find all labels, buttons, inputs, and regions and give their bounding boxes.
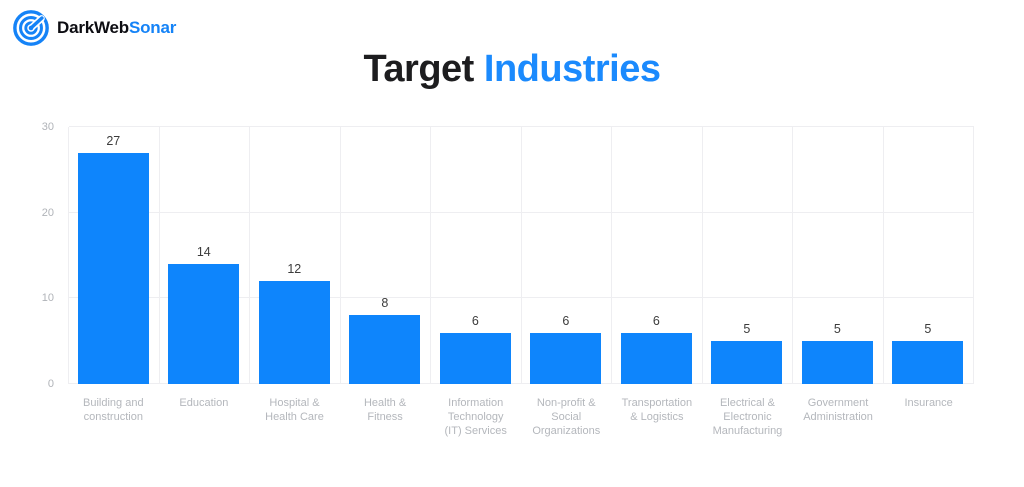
sonar-logo-icon [13,10,49,46]
bar-value-label: 5 [743,322,751,337]
bar-5[interactable]: 6 [439,314,511,384]
bar-6[interactable]: 6 [530,314,602,384]
brand-header: DarkWebSonar [12,9,176,47]
bar-4[interactable]: 8 [349,296,421,384]
horizontal-gridline [69,211,974,213]
horizontal-gridline [69,126,974,127]
bar-8[interactable]: 5 [711,322,783,384]
horizontal-gridline [69,383,974,384]
bar-3[interactable]: 12 [258,262,330,384]
bar-9[interactable]: 5 [801,322,873,384]
plot-wrap: 27 14 12 8 6 6 6 5 5 5 Building and construction E… [68,126,974,438]
chart-title: Target Industries [0,0,1024,91]
y-axis-tick-label: 20 [41,206,54,219]
brand-wordmark: DarkWebSonar [57,18,176,38]
page: DarkWebSonar Target Industries 0 10 20 30 2… [0,0,1024,438]
bar-cell: 5 [703,127,793,384]
bar-1[interactable]: 27 [77,134,149,384]
chart-title-dark: Target [363,48,475,90]
brand-wordmark-accent: Sonar [128,18,177,37]
plot-area: 27 14 12 8 6 6 6 5 5 5 [68,126,974,384]
bar-cell: 6 [612,127,703,384]
horizontal-gridline [69,297,974,299]
bar-value-label: 14 [196,245,211,260]
bar-cell: 6 [431,127,522,384]
bar-cell: 6 [522,127,612,384]
bar-2[interactable]: 14 [168,245,240,384]
bar-value-label: 6 [471,313,479,328]
bar-value-label: 8 [381,296,389,311]
x-axis-category-label: Insurance [904,397,953,409]
bar-cell: 5 [884,127,974,384]
chart-title-accent: Industries [483,48,661,90]
bar-7[interactable]: 6 [620,314,692,384]
x-axis-category-label: Building and construction [83,397,144,423]
bar-cell: 12 [250,127,341,384]
brand-wordmark-dark: DarkWeb [57,18,129,37]
bar-cell: 8 [341,127,431,384]
y-axis-tick-label: 30 [41,121,54,133]
bar-value-label: 12 [287,262,302,277]
x-axis-category-label: Hospital & Health Care [265,397,324,423]
x-axis-labels: Building and construction Education Hospit… [68,397,974,438]
bar-value-label: 6 [652,313,660,328]
y-axis-tick-label: 10 [41,292,54,305]
bar-cell: 14 [160,127,250,384]
x-axis-category-label: Information Technology (IT) Services [444,397,507,437]
bar-value-label: 5 [924,322,932,337]
x-axis-category-label: Health & Fitness [363,397,407,423]
bar-cell: 27 [69,127,160,384]
x-axis-category-label: Transportation & Logistics [621,397,693,423]
y-axis: 0 10 20 30 [0,121,68,390]
y-axis-tick-label: 0 [47,378,54,390]
bar-chart: 0 10 20 30 27 14 12 8 6 6 6 5 5 5 Building and const… [0,121,1024,438]
x-axis-category-label: Electrical & Electronic Manufacturing [712,397,783,437]
bar-value-label: 5 [833,322,841,337]
bar-value-label: 6 [562,313,570,328]
bar-cell: 5 [793,127,884,384]
bar-value-label: 27 [106,133,121,148]
x-axis-category-label: Non-profit & Social Organizations [532,397,601,437]
bar-10[interactable]: 5 [892,322,964,384]
x-axis-category-label: Education [179,397,229,409]
x-axis-category-label: Government Administration [803,397,873,423]
